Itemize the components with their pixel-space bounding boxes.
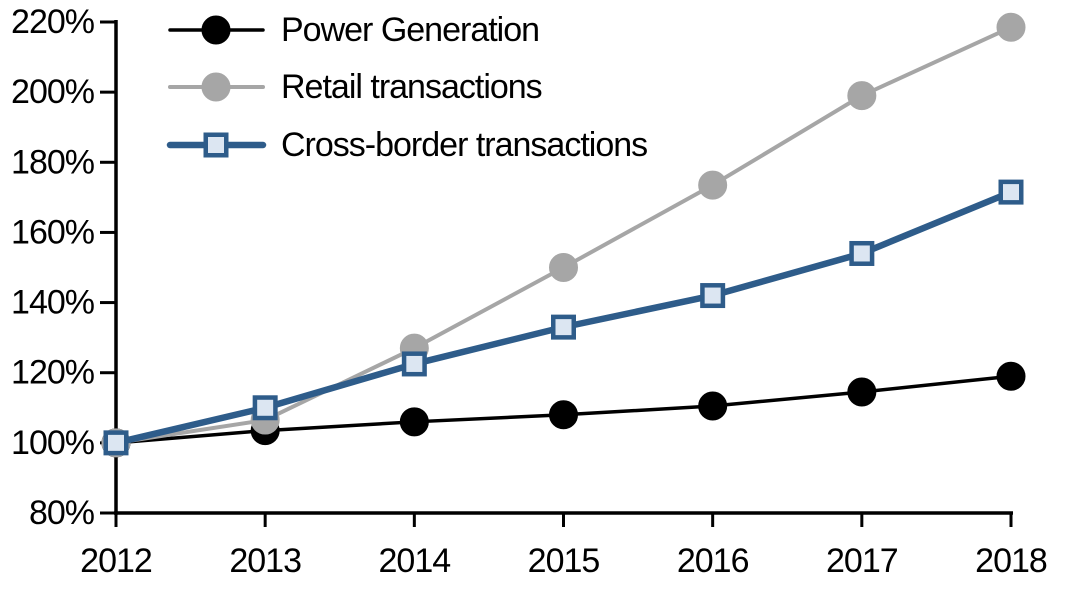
data-point-marker-square — [551, 314, 576, 340]
data-point-marker-circle — [698, 391, 728, 421]
data-point-marker-circle — [847, 377, 877, 407]
legend-label: Cross-border transactions — [281, 126, 647, 164]
data-point-marker-circle — [698, 170, 728, 200]
legend-item: Retail transactions — [168, 68, 543, 106]
y-tick-label: 140% — [11, 284, 95, 322]
legend-label: Retail transactions — [281, 68, 542, 106]
data-point-marker-circle — [996, 12, 1026, 42]
data-point-marker-square — [401, 351, 427, 377]
series-power-generation — [101, 361, 1026, 458]
series-cross-border-transactions — [103, 179, 1024, 456]
y-tick-label: 180% — [11, 143, 95, 181]
legend: Power Generation Retail transactions Cross… — [166, 11, 648, 164]
data-point-marker-circle — [847, 81, 877, 111]
data-point-marker-square — [252, 395, 278, 421]
y-tick-label: 160% — [11, 213, 95, 251]
data-point-marker-circle — [399, 407, 429, 437]
x-tick-label: 2012 — [80, 542, 152, 580]
data-point-marker-square — [849, 240, 875, 266]
data-point-marker-circle — [201, 15, 231, 45]
data-point-marker-circle — [201, 72, 231, 102]
data-point-marker-circle — [549, 400, 578, 430]
data-point-marker-circle — [549, 253, 578, 282]
data-point-marker-square — [203, 132, 229, 158]
legend-label: Power Generation — [281, 11, 539, 49]
x-tick-label: 2017 — [826, 542, 898, 580]
y-tick-label: 200% — [11, 73, 95, 111]
y-tick-label: 100% — [11, 424, 95, 462]
legend-item: Power Generation — [168, 11, 540, 49]
legend-item: Cross-border transactions — [166, 126, 648, 164]
data-point-marker-circle — [996, 361, 1026, 391]
series-line — [114, 25, 1013, 445]
data-point-marker-square — [103, 430, 129, 456]
x-tick-label: 2015 — [528, 542, 600, 580]
y-tick-label: 120% — [11, 354, 95, 392]
x-tick-label: 2013 — [229, 542, 301, 580]
y-tick-label: 80% — [29, 494, 95, 532]
axes: 80% 100% 120% 140% 160% 180% 200% 220% 2012 2013 2… — [11, 3, 1048, 580]
x-tick-label: 2016 — [677, 542, 749, 580]
x-tick-label: 2014 — [379, 542, 451, 580]
x-tick-label: 2018 — [975, 542, 1047, 580]
data-point-marker-square — [700, 283, 726, 309]
data-point-marker-square — [998, 179, 1024, 205]
y-tick-label: 220% — [11, 3, 95, 41]
